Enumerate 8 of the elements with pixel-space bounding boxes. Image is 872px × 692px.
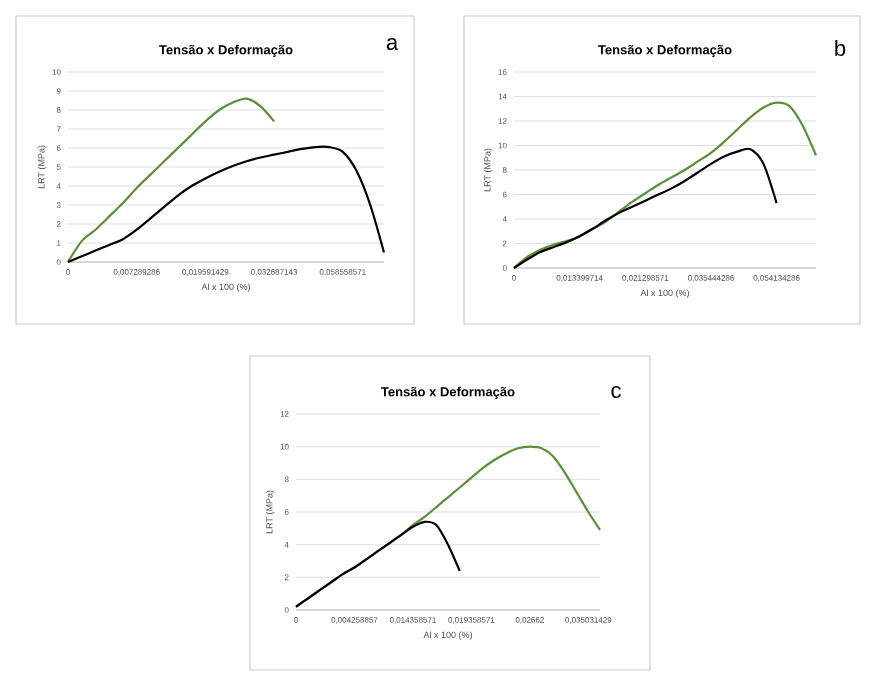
line-series bbox=[294, 520, 461, 608]
text: a bbox=[386, 37, 399, 51]
line-series bbox=[66, 97, 276, 264]
text: b bbox=[835, 39, 846, 57]
line-series bbox=[66, 145, 386, 264]
line-series bbox=[512, 147, 778, 270]
text: c bbox=[611, 385, 621, 399]
line-series bbox=[512, 101, 818, 270]
